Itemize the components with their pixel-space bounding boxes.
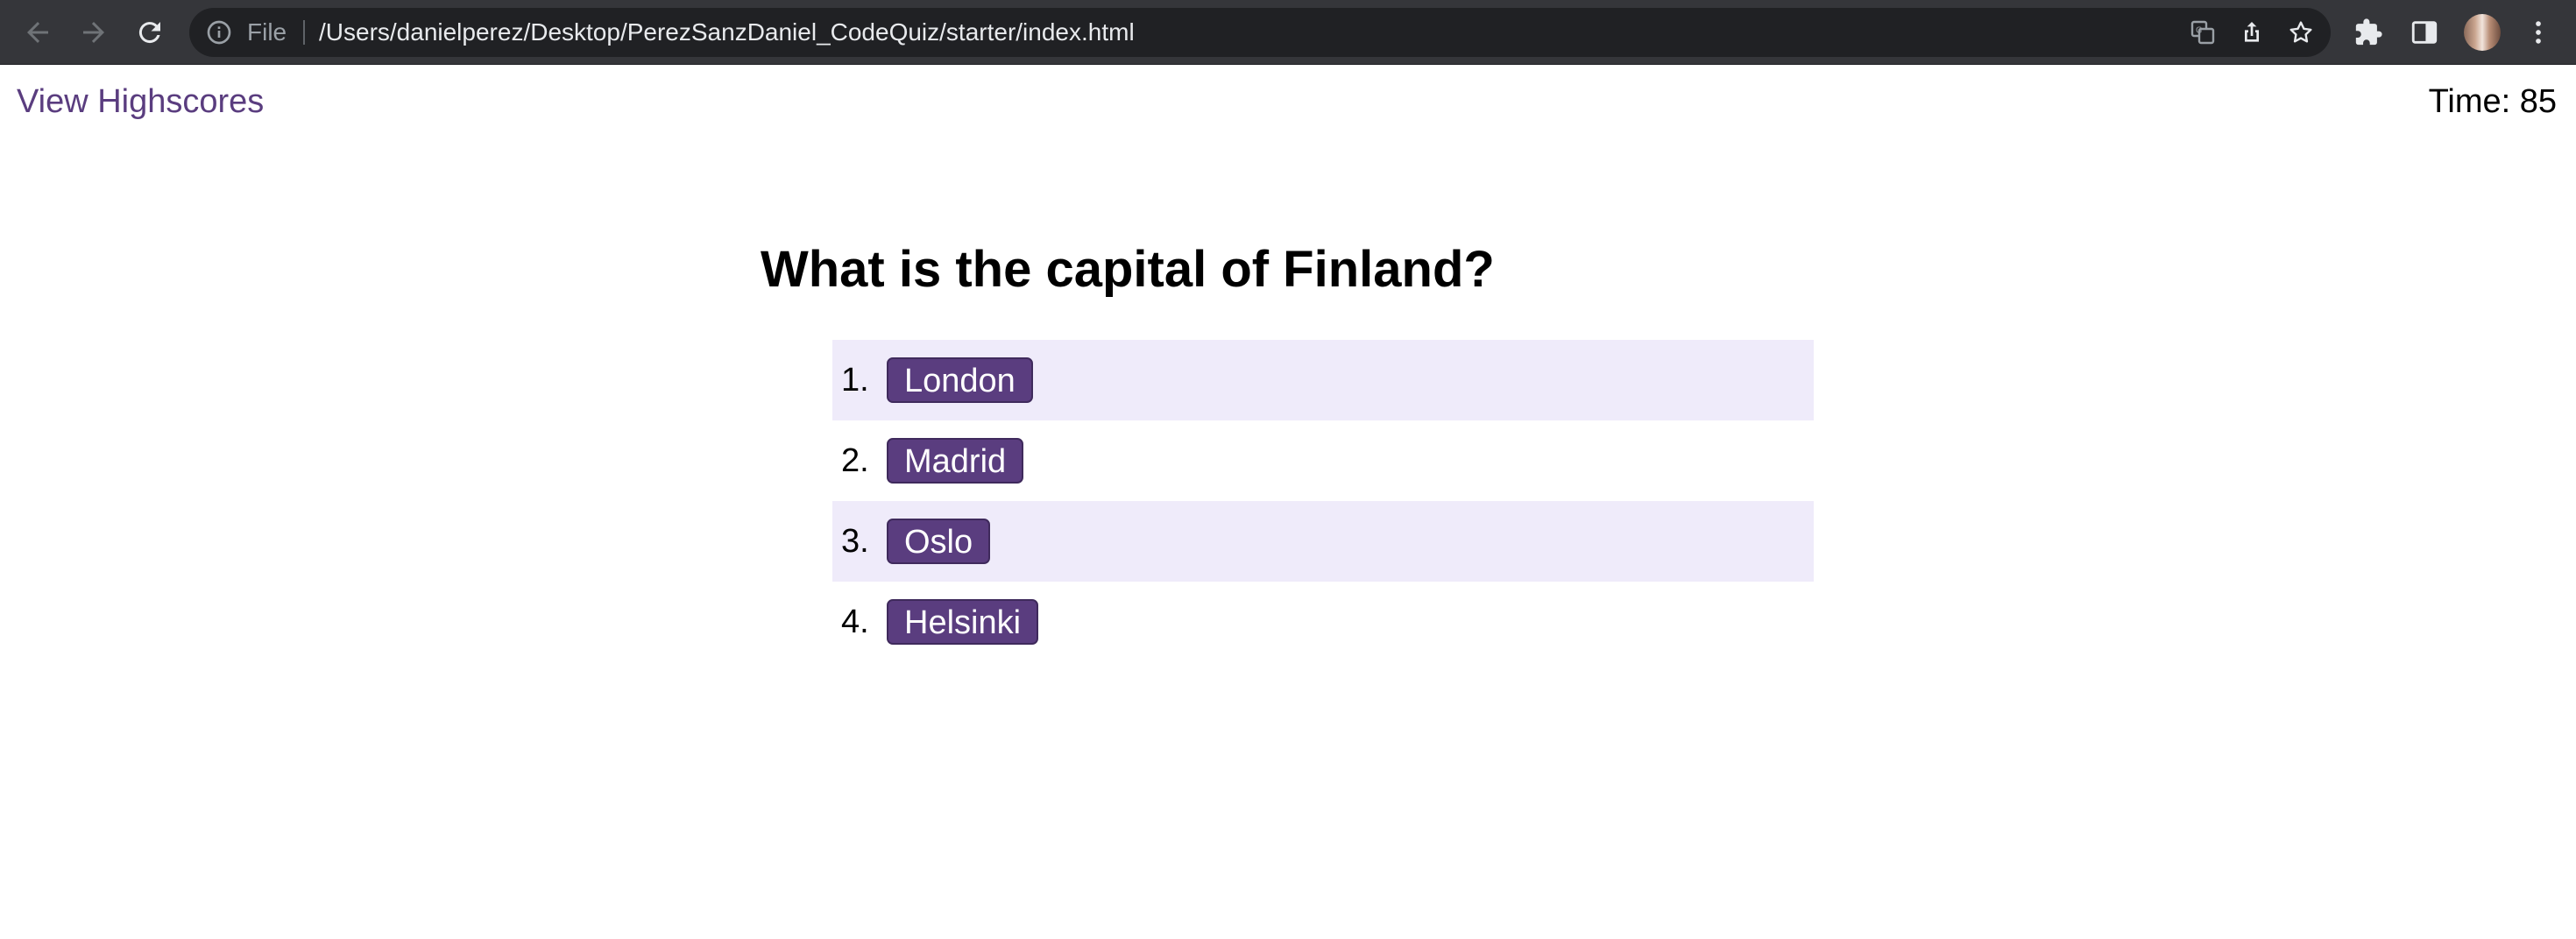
- translate-icon: G: [2190, 20, 2215, 45]
- view-highscores-link[interactable]: View Highscores: [17, 83, 265, 120]
- share-icon: [2245, 22, 2259, 42]
- browser-toolbar: File /Users/danielperez/Desktop/PerezSan…: [0, 0, 2576, 65]
- back-button[interactable]: [16, 11, 60, 54]
- info-icon[interactable]: [205, 18, 233, 46]
- timer-display: Time: 85: [2428, 83, 2557, 120]
- profile-avatar[interactable]: [2464, 14, 2501, 51]
- answer-button-helsinki[interactable]: Helsinki: [887, 599, 1039, 645]
- answer-number: 3.: [841, 522, 869, 560]
- answer-button-oslo[interactable]: Oslo: [887, 519, 991, 564]
- answer-item: 4. Helsinki: [832, 582, 1814, 662]
- star-icon: [2289, 21, 2312, 43]
- answer-item: 2. Madrid: [832, 420, 1814, 501]
- side-panel-button[interactable]: [2406, 14, 2443, 51]
- question-title: What is the capital of Finland?: [761, 241, 1495, 298]
- answer-number: 1.: [841, 361, 869, 399]
- url-separator: [303, 20, 305, 45]
- menu-icon: [2536, 21, 2541, 44]
- answer-number: 2.: [841, 441, 869, 479]
- url-scheme: File: [247, 18, 287, 46]
- forward-icon: [83, 22, 104, 43]
- answer-button-madrid[interactable]: Madrid: [887, 438, 1024, 484]
- answer-list: 1. London 2. Madrid 3. Oslo 4. Helsinki: [832, 340, 1814, 662]
- svg-text:G: G: [2196, 26, 2202, 36]
- side-panel-icon: [2411, 21, 2438, 44]
- reload-button[interactable]: [128, 11, 172, 54]
- back-icon: [27, 22, 48, 43]
- answer-item: 1. London: [832, 340, 1814, 420]
- extensions-button[interactable]: [2350, 14, 2387, 51]
- translate-button[interactable]: G: [2187, 17, 2219, 48]
- extensions-icon: [2355, 18, 2382, 46]
- chrome-menu-button[interactable]: [2520, 14, 2557, 51]
- answer-item: 3. Oslo: [832, 501, 1814, 582]
- bookmark-button[interactable]: [2285, 17, 2317, 48]
- address-bar[interactable]: File /Users/danielperez/Desktop/PerezSan…: [189, 8, 2331, 57]
- answer-number: 4.: [841, 603, 869, 640]
- forward-button[interactable]: [72, 11, 116, 54]
- url-text[interactable]: /Users/danielperez/Desktop/PerezSanzDani…: [319, 18, 1135, 46]
- reload-icon: [138, 22, 160, 44]
- share-button[interactable]: [2236, 17, 2268, 48]
- answer-button-london[interactable]: London: [887, 357, 1033, 403]
